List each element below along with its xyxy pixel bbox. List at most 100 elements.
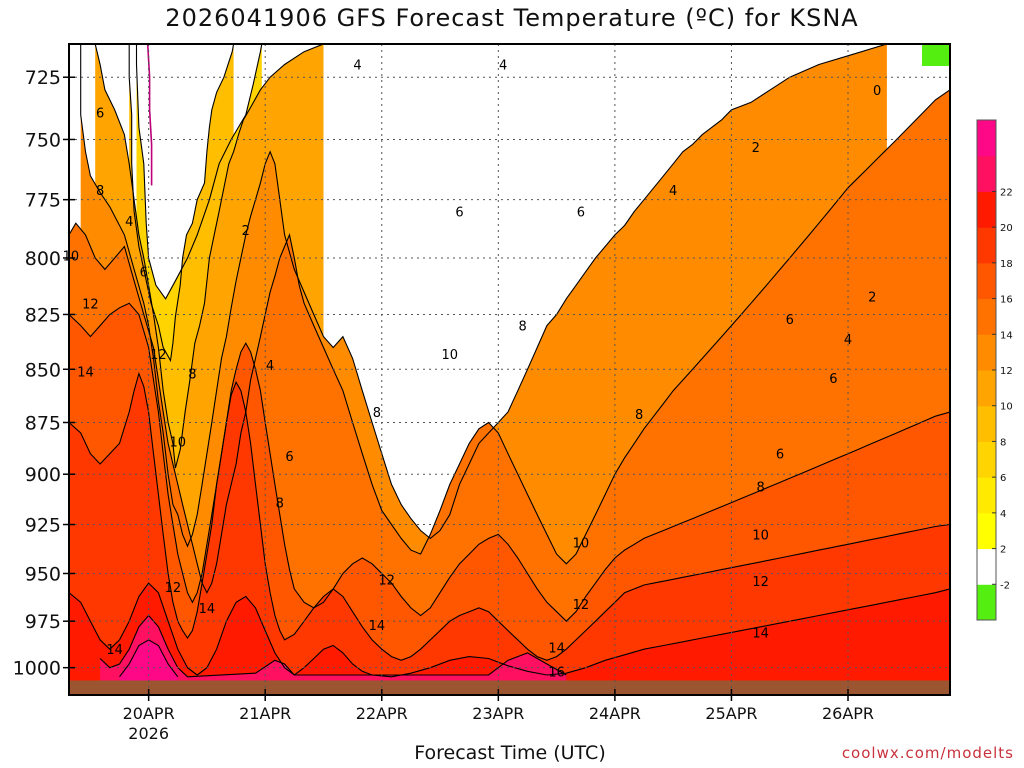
contour-label: 14	[752, 626, 769, 641]
colorbar-label: 18	[1000, 259, 1013, 270]
colorbar-swatch	[977, 155, 996, 192]
colorbar-label: 4	[1000, 509, 1006, 520]
contour-label: 12	[378, 573, 395, 588]
colorbar-swatch	[977, 191, 996, 228]
contour-label: 14	[369, 619, 386, 634]
credit-text: coolwx.com/modelts	[841, 744, 1014, 762]
contour-label: 6	[96, 106, 104, 121]
contour-label: 8	[373, 406, 381, 421]
x-tick-year-label: 2026	[128, 724, 169, 743]
fill-region-14	[69, 373, 950, 695]
x-tick-label: 24APR	[589, 704, 641, 723]
y-tick-label: 875	[25, 412, 61, 434]
contour-label: 12	[752, 575, 769, 590]
contour-label: 12	[573, 598, 590, 613]
contour-label: 6	[455, 205, 463, 220]
contour-label: 12	[82, 297, 99, 312]
contour-label: 4	[353, 59, 361, 74]
colorbar-swatch	[977, 405, 996, 442]
colorbar-swatch	[977, 477, 996, 514]
y-tick-label: 925	[25, 515, 61, 537]
contour-label: 8	[635, 408, 643, 423]
y-tick-label: 900	[25, 464, 61, 486]
y-tick-label: 825	[25, 304, 61, 326]
contour-label: 6	[829, 372, 837, 387]
contour-label: 10	[170, 435, 187, 450]
contour-label: 8	[96, 184, 104, 199]
y-tick-label: 725	[25, 67, 61, 89]
x-tick-label: 26APR	[822, 704, 874, 723]
contour-label: 8	[188, 368, 196, 383]
x-tick-label: 20APR	[123, 704, 175, 723]
colorbar-label: 16	[1000, 295, 1013, 306]
x-axis-label: Forecast Time (UTC)	[414, 742, 606, 764]
contour-label: 4	[266, 359, 274, 374]
colorbar-swatch	[977, 120, 996, 157]
x-tick-label: 22APR	[356, 704, 408, 723]
colorbar-legend: -2 2 4 6 8 10 12 14 16 18 20 22	[976, 119, 1013, 621]
contour-label: 10	[441, 348, 458, 363]
colorbar-swatch	[977, 512, 996, 550]
contour-label: 6	[776, 448, 784, 463]
colorbar-swatch	[977, 584, 996, 621]
contour-label: 12	[165, 581, 182, 596]
y-tick-label: 950	[25, 563, 61, 585]
colorbar-label: 14	[1000, 330, 1013, 341]
contour-labels: 0 2 2 2 4 4 4 4 4 4 6 6 6 6 6 6 6 6 8 8 8 8 8 8 8 10 10 10 10 10 12 12 1…	[63, 59, 882, 681]
contour-label: 6	[786, 313, 794, 328]
contour-label: 4	[844, 333, 852, 348]
contour-line-0	[146, 44, 153, 186]
colorbar-swatch	[977, 227, 996, 264]
contour-label: 2	[242, 224, 250, 239]
contour-label: 16	[548, 665, 565, 680]
contour-line-8	[80, 44, 888, 548]
ground-band	[69, 680, 950, 695]
contour-lines	[69, 44, 950, 678]
contour-line-18	[99, 614, 567, 678]
contour-label: 4	[499, 59, 507, 74]
x-tick-label: 21APR	[239, 704, 291, 723]
colorbar-label: 20	[1000, 223, 1013, 234]
colorbar-swatch	[977, 441, 996, 478]
contour-label: 2	[752, 141, 760, 156]
colorbar-label: -2	[1000, 580, 1010, 591]
contour-label: 8	[756, 480, 764, 495]
contour-label: 4	[669, 184, 677, 199]
contour-line-6	[94, 44, 324, 469]
y-tick-label: 975	[25, 611, 61, 633]
y-tick-label: 750	[25, 129, 61, 151]
colorbar-label: 6	[1000, 473, 1006, 484]
grid-lines	[69, 44, 950, 695]
chart-title: 2026041906 GFS Forecast Temperature (ºC)…	[165, 4, 859, 32]
contour-label: 0	[873, 84, 881, 99]
contour-label: 6	[285, 450, 293, 465]
y-tick-label: 800	[25, 248, 61, 270]
colorbar-label: 22	[1000, 187, 1013, 198]
contour-label: 2	[868, 291, 876, 306]
contour-label: 8	[518, 320, 526, 335]
fill-region-cold	[922, 44, 950, 66]
contour-line-4	[128, 44, 235, 363]
colorbar-swatch	[977, 298, 996, 335]
contour-line-14	[69, 371, 950, 661]
colorbar-swatch	[977, 262, 996, 300]
y-tick-label: 775	[25, 190, 61, 212]
contour-label: 6	[140, 266, 148, 281]
contour-label: 12	[150, 348, 167, 363]
y-tick-label: 1000	[13, 658, 61, 680]
y-tick-label: 850	[25, 359, 61, 381]
fill-region-16	[69, 583, 950, 695]
contour-line-10	[69, 89, 950, 594]
contour-label: 10	[752, 528, 769, 543]
colorbar-label: 12	[1000, 366, 1013, 377]
contour-label: 10	[63, 250, 80, 265]
colorbar-swatch	[977, 548, 996, 585]
contour-label: 14	[199, 602, 216, 617]
colorbar-label: 10	[1000, 402, 1013, 413]
y-axis: 725 750 775 800 825 850 875 900 925 950 975 1000	[13, 67, 75, 680]
contour-label: 14	[548, 641, 565, 656]
contour-label: 8	[276, 497, 284, 512]
